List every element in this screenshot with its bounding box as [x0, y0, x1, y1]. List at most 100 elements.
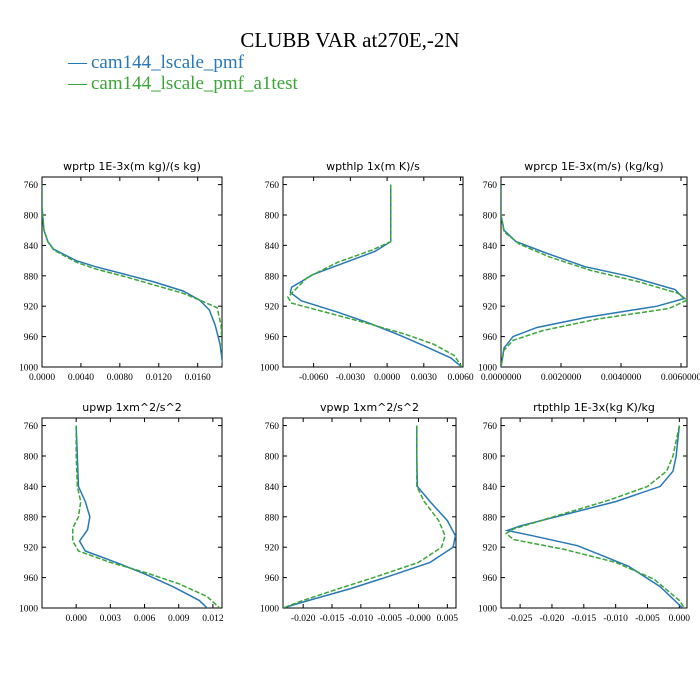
y-tick-label: 1000 [260, 364, 279, 374]
series-line-1 [42, 184, 222, 366]
x-tick-label: 0.005 [437, 614, 459, 624]
panel-3: wprcp 1E-3x(m/s) (kg/kg) 760 800 840 880 920 9… [478, 160, 700, 383]
plot-frame [500, 417, 688, 609]
series-line-2 [286, 184, 463, 367]
y-tick-label: 840 [483, 483, 498, 493]
y-tick-label: 1000 [19, 605, 38, 615]
plot-frame [282, 417, 457, 609]
y-tick-label: 760 [24, 422, 39, 432]
panel-1: wprtp 1E-3x(m kg)/(s kg) 760 800 840 880 920 9… [19, 160, 223, 383]
x-tick-label: -0.000 [406, 614, 431, 624]
plot-frame [41, 176, 223, 368]
y-tick-label: 880 [483, 272, 498, 282]
x-tick-label: 0.0120 [146, 373, 172, 383]
y-tick-label: 800 [265, 453, 280, 463]
x-tick-label: -0.015 [572, 614, 597, 624]
y-tick-label: 920 [24, 544, 39, 554]
y-tick-label: 800 [483, 453, 498, 463]
x-tick-label: -0.015 [320, 614, 345, 624]
y-tick-label: 1000 [478, 605, 497, 615]
series-line-1 [501, 184, 686, 367]
y-tick-label: 920 [483, 303, 498, 313]
y-tick-label: 800 [24, 453, 39, 463]
panel-title: vpwp 1xm^2/s^2 [320, 401, 419, 414]
x-tick-label: 0.0060000 [661, 373, 700, 383]
x-tick-label: 0.000 [65, 614, 87, 624]
x-tick-label: 0.0000 [374, 373, 400, 383]
plot-frame [500, 176, 688, 368]
series-line-2 [42, 184, 222, 362]
x-tick-label: 0.0080 [107, 373, 133, 383]
y-tick-label: 960 [483, 574, 498, 584]
legend-label: cam144_lscale_pmf_a1test [91, 73, 298, 94]
x-tick-label: 0.0040 [68, 373, 94, 383]
y-tick-label: 760 [265, 181, 280, 191]
panel-title: wpthlp 1x(m K)/s [326, 160, 420, 173]
panel-4: upwp 1xm^2/s^2 760 800 840 880 920 960 1000 0.00… [19, 401, 224, 624]
plot-frame [282, 176, 464, 368]
y-tick-label: 960 [265, 574, 280, 584]
y-tick-label: 800 [24, 212, 39, 222]
x-tick-label: 0.009 [168, 614, 190, 624]
y-tick-label: 840 [24, 242, 39, 252]
x-tick-label: 0.0000000 [481, 373, 522, 383]
y-tick-label: 1000 [19, 364, 38, 374]
series-line-1 [75, 425, 208, 608]
panel-title: upwp 1xm^2/s^2 [82, 401, 182, 414]
x-tick-label: -0.010 [603, 614, 628, 624]
y-tick-label: 840 [24, 483, 39, 493]
x-tick-label: -0.025 [508, 614, 533, 624]
panel-6: rtpthlp 1E-3x(kg K)/kg 760 800 840 880 920 960… [478, 401, 690, 624]
panel-title: rtpthlp 1E-3x(kg K)/kg [533, 401, 655, 414]
y-tick-label: 960 [265, 333, 280, 343]
x-tick-label: 0.003 [100, 614, 122, 624]
y-tick-label: 920 [265, 544, 280, 554]
x-tick-label: 0.006 [134, 614, 156, 624]
x-tick-label: 0.012 [202, 614, 224, 624]
panel-title: wprcp 1E-3x(m/s) (kg/kg) [524, 160, 663, 173]
series-line-2 [283, 425, 446, 608]
y-tick-label: 760 [24, 181, 39, 191]
series-line-1 [289, 184, 463, 367]
y-tick-label: 880 [24, 272, 39, 282]
y-tick-label: 880 [24, 513, 39, 523]
y-tick-label: 880 [265, 513, 280, 523]
y-tick-label: 920 [483, 544, 498, 554]
series-line-2 [501, 184, 687, 367]
y-tick-label: 960 [24, 333, 39, 343]
legend-line-swatch: — [68, 73, 87, 94]
x-tick-label: -0.0030 [336, 373, 366, 383]
y-tick-label: 840 [483, 242, 498, 252]
y-tick-label: 920 [24, 303, 39, 313]
figure-title: CLUBB VAR at270E,-2N [240, 28, 460, 52]
y-tick-label: 880 [483, 513, 498, 523]
x-tick-label: 0.0040000 [601, 373, 642, 383]
x-tick-label: 0.0030 [411, 373, 437, 383]
legend-item-series-2: — cam144_lscale_pmf_a1test [68, 73, 298, 95]
y-tick-label: 1000 [260, 605, 279, 615]
y-tick-label: 760 [483, 422, 498, 432]
x-tick-label: 0.000 [669, 614, 691, 624]
x-tick-label: 0.0020000 [541, 373, 582, 383]
y-tick-label: 960 [483, 333, 498, 343]
panel-2: wpthlp 1x(m K)/s 760 800 840 880 920 960 1000 -0… [260, 160, 474, 383]
x-tick-label: -0.005 [635, 614, 660, 624]
x-tick-label: 0.0060 [447, 373, 473, 383]
series-line-2 [72, 425, 221, 608]
y-tick-label: 760 [483, 181, 498, 191]
y-tick-label: 800 [483, 212, 498, 222]
x-tick-label: 0.0000 [29, 373, 55, 383]
x-tick-label: -0.020 [540, 614, 565, 624]
x-tick-label: -0.010 [349, 614, 374, 624]
panel-title: wprtp 1E-3x(m kg)/(s kg) [63, 160, 201, 173]
series-line-2 [504, 425, 686, 608]
panel-5: vpwp 1xm^2/s^2 760 800 840 880 920 960 1000 -0.0… [260, 401, 458, 624]
series-line-1 [283, 425, 456, 608]
y-tick-label: 880 [265, 272, 280, 282]
y-tick-label: 960 [24, 574, 39, 584]
y-tick-label: 840 [265, 483, 280, 493]
plot-frame [41, 417, 223, 609]
y-tick-label: 920 [265, 303, 280, 313]
x-tick-label: -0.005 [377, 614, 402, 624]
